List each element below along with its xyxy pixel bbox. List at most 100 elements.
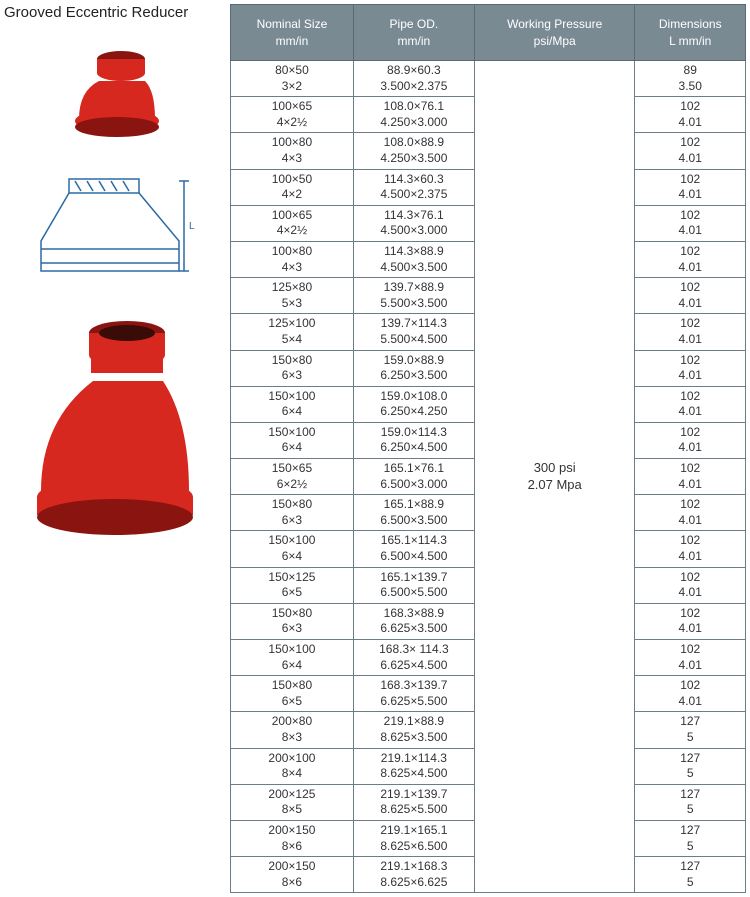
cell-nominal-size: 100×654×2½ — [231, 205, 354, 241]
value-mm: 102 — [639, 135, 741, 151]
cell-dimensions: 1024.01 — [635, 169, 746, 205]
value-in: 4.01 — [639, 368, 741, 384]
value-in: 5.500×4.500 — [358, 332, 470, 348]
value-mm: 89 — [639, 63, 741, 79]
cell-dimensions: 1024.01 — [635, 567, 746, 603]
value-in: 6.500×5.500 — [358, 585, 470, 601]
value-in: 4.500×2.375 — [358, 187, 470, 203]
value-mm: 219.1×165.1 — [358, 823, 470, 839]
cell-dimensions: 1024.01 — [635, 640, 746, 676]
cell-dimensions: 1275 — [635, 857, 746, 893]
value-mm: 150×80 — [235, 606, 349, 622]
cell-dimensions: 1024.01 — [635, 422, 746, 458]
value-mm: 150×65 — [235, 461, 349, 477]
value-in: 6×4 — [235, 440, 349, 456]
cell-nominal-size: 150×1006×4 — [231, 640, 354, 676]
value-mm: 80×50 — [235, 63, 349, 79]
cell-nominal-size: 150×1256×5 — [231, 567, 354, 603]
table-header-row: Nominal Size mm/in Pipe OD. mm/in Workin… — [231, 5, 746, 61]
pressure-psi: 300 psi — [534, 460, 576, 475]
value-mm: 219.1×168.3 — [358, 859, 470, 875]
value-in: 6.250×4.500 — [358, 440, 470, 456]
cell-pipe-od: 219.1×114.38.625×4.500 — [353, 748, 474, 784]
value-in: 6.250×3.500 — [358, 368, 470, 384]
value-in: 8.625×3.500 — [358, 730, 470, 746]
value-mm: 159.0×114.3 — [358, 425, 470, 441]
cell-nominal-size: 125×1005×4 — [231, 314, 354, 350]
cell-pipe-od: 114.3×60.34.500×2.375 — [353, 169, 474, 205]
value-mm: 219.1×139.7 — [358, 787, 470, 803]
value-in: 6×3 — [235, 368, 349, 384]
value-in: 6.500×3.500 — [358, 513, 470, 529]
col-unit: mm/in — [398, 34, 431, 48]
col-unit: mm/in — [276, 34, 309, 48]
value-mm: 114.3×76.1 — [358, 208, 470, 224]
value-in: 5.500×3.500 — [358, 296, 470, 312]
value-in: 6.250×4.250 — [358, 404, 470, 420]
value-in: 8×5 — [235, 802, 349, 818]
value-in: 4×3 — [235, 260, 349, 276]
cell-nominal-size: 150×806×3 — [231, 350, 354, 386]
cell-nominal-size: 150×1006×4 — [231, 531, 354, 567]
value-in: 6×2½ — [235, 477, 349, 493]
value-mm: 100×65 — [235, 208, 349, 224]
value-in: 6.500×4.500 — [358, 549, 470, 565]
cell-dimensions: 1275 — [635, 784, 746, 820]
value-mm: 127 — [639, 823, 741, 839]
value-mm: 127 — [639, 751, 741, 767]
cell-nominal-size: 150×806×3 — [231, 495, 354, 531]
value-in: 5×4 — [235, 332, 349, 348]
cell-dimensions: 1024.01 — [635, 495, 746, 531]
cell-pipe-od: 114.3×76.14.500×3.000 — [353, 205, 474, 241]
cell-dimensions: 1024.01 — [635, 350, 746, 386]
table-row: 80×503×288.9×60.33.500×2.375300 psi2.07 … — [231, 61, 746, 97]
value-mm: 125×100 — [235, 316, 349, 332]
value-in: 6×3 — [235, 513, 349, 529]
value-mm: 150×80 — [235, 497, 349, 513]
cell-dimensions: 1024.01 — [635, 278, 746, 314]
value-in: 3×2 — [235, 79, 349, 95]
cell-pipe-od: 165.1×88.96.500×3.500 — [353, 495, 474, 531]
cell-dimensions: 1275 — [635, 820, 746, 856]
value-mm: 200×125 — [235, 787, 349, 803]
value-in: 6×5 — [235, 585, 349, 601]
cell-nominal-size: 150×806×5 — [231, 676, 354, 712]
value-mm: 159.0×108.0 — [358, 389, 470, 405]
cell-nominal-size: 80×503×2 — [231, 61, 354, 97]
value-in: 6×3 — [235, 621, 349, 637]
value-mm: 139.7×114.3 — [358, 316, 470, 332]
value-mm: 102 — [639, 99, 741, 115]
cell-nominal-size: 100×504×2 — [231, 169, 354, 205]
cell-dimensions: 1024.01 — [635, 676, 746, 712]
value-in: 4×2½ — [235, 115, 349, 131]
value-in: 5 — [639, 766, 741, 782]
value-mm: 150×100 — [235, 642, 349, 658]
value-in: 4.01 — [639, 223, 741, 239]
value-mm: 102 — [639, 316, 741, 332]
value-in: 4.01 — [639, 296, 741, 312]
value-in: 5×3 — [235, 296, 349, 312]
value-in: 6.625×5.500 — [358, 694, 470, 710]
value-mm: 150×100 — [235, 389, 349, 405]
value-mm: 102 — [639, 678, 741, 694]
cell-pipe-od: 139.7×88.95.500×3.500 — [353, 278, 474, 314]
value-in: 4.01 — [639, 694, 741, 710]
col-unit: psi/Mpa — [534, 34, 576, 48]
col-unit: L mm/in — [669, 34, 711, 48]
value-in: 4.01 — [639, 549, 741, 565]
value-mm: 168.3× 114.3 — [358, 642, 470, 658]
product-diagram: L — [4, 171, 224, 281]
pressure-mpa: 2.07 Mpa — [528, 477, 582, 492]
cell-dimensions: 1024.01 — [635, 531, 746, 567]
cell-working-pressure: 300 psi 2.07 Mpa — [474, 61, 635, 893]
cell-pipe-od: 108.0×88.94.250×3.500 — [353, 133, 474, 169]
cell-dimensions: 1024.01 — [635, 97, 746, 133]
value-mm: 102 — [639, 425, 741, 441]
cell-pipe-od: 165.1×139.76.500×5.500 — [353, 567, 474, 603]
cell-nominal-size: 200×1508×6 — [231, 820, 354, 856]
value-in: 4.01 — [639, 404, 741, 420]
value-mm: 219.1×114.3 — [358, 751, 470, 767]
cell-pipe-od: 114.3×88.94.500×3.500 — [353, 241, 474, 277]
value-in: 6.500×3.000 — [358, 477, 470, 493]
value-mm: 100×80 — [235, 244, 349, 260]
